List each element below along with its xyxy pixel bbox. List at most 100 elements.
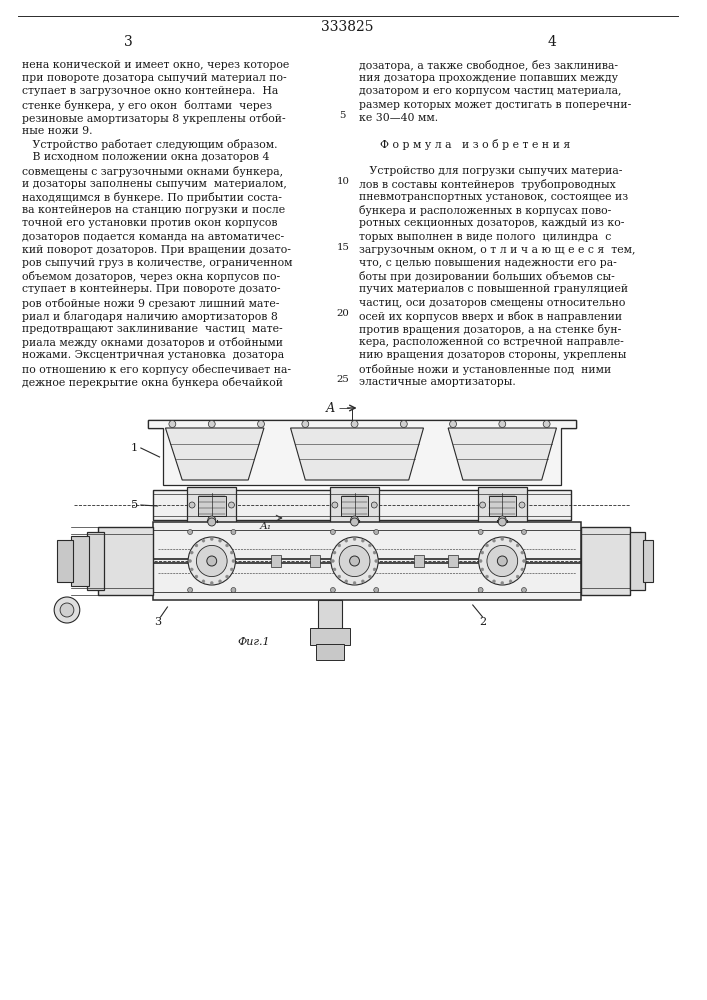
Text: Ф о р м у л а   и з о б р е т е н и я: Ф о р м у л а и з о б р е т е н и я xyxy=(358,139,570,150)
Circle shape xyxy=(330,530,335,534)
Circle shape xyxy=(353,582,356,584)
Text: 2: 2 xyxy=(479,617,486,627)
Text: 3: 3 xyxy=(124,35,132,49)
Circle shape xyxy=(373,551,376,554)
Text: ров отбойные ножи 9 срезают лишний мате-: ров отбойные ножи 9 срезают лишний мате- xyxy=(22,298,279,309)
Circle shape xyxy=(368,544,371,547)
Polygon shape xyxy=(448,428,556,480)
Text: ров сыпучий груз в количестве, ограниченном: ров сыпучий груз в количестве, ограничен… xyxy=(22,258,292,268)
Text: дозатором и его корпусом частиц материала,: дозатором и его корпусом частиц материал… xyxy=(358,86,621,96)
Circle shape xyxy=(169,420,176,428)
Text: риала между окнами дозаторов и отбойными: риала между окнами дозаторов и отбойными xyxy=(22,337,283,348)
Text: дежное перекрытие окна бункера обечайкой: дежное перекрытие окна бункера обечайкой xyxy=(22,377,283,388)
Circle shape xyxy=(521,551,524,554)
Circle shape xyxy=(519,502,525,508)
Text: Фиг.1: Фиг.1 xyxy=(238,637,270,647)
Bar xyxy=(98,527,153,595)
Circle shape xyxy=(339,545,370,577)
Circle shape xyxy=(478,530,483,534)
Circle shape xyxy=(493,580,496,583)
Circle shape xyxy=(368,575,371,578)
Text: кий поворот дозаторов. При вращении дозато-: кий поворот дозаторов. При вращении доза… xyxy=(22,245,291,255)
Bar xyxy=(198,496,226,516)
Text: Устройство для погрузки сыпучих материа-: Устройство для погрузки сыпучих материа- xyxy=(358,166,622,176)
Circle shape xyxy=(487,545,518,577)
Bar xyxy=(153,522,581,600)
Text: точной его установки против окон корпусов: точной его установки против окон корпусо… xyxy=(22,218,277,228)
Circle shape xyxy=(208,518,216,526)
Circle shape xyxy=(481,551,484,554)
Circle shape xyxy=(374,530,379,534)
Circle shape xyxy=(516,544,519,547)
Circle shape xyxy=(351,516,358,524)
Bar xyxy=(318,600,341,630)
Circle shape xyxy=(486,544,489,547)
Circle shape xyxy=(479,502,486,508)
Text: 333825: 333825 xyxy=(322,20,374,34)
Circle shape xyxy=(302,420,309,428)
Circle shape xyxy=(509,539,512,542)
Circle shape xyxy=(226,544,228,547)
Circle shape xyxy=(400,420,407,428)
Circle shape xyxy=(190,551,193,554)
Circle shape xyxy=(361,539,364,542)
Text: В исходном положении окна дозаторов 4: В исходном положении окна дозаторов 4 xyxy=(22,152,269,162)
Text: ротных секционных дозаторов, каждый из ко-: ротных секционных дозаторов, каждый из к… xyxy=(358,218,624,228)
Text: при повороте дозатора сыпучий материал по-: при повороте дозатора сыпучий материал п… xyxy=(22,73,286,83)
Circle shape xyxy=(345,539,348,542)
Text: кера, расположенной со встречной направле-: кера, расположенной со встречной направл… xyxy=(358,337,624,347)
Circle shape xyxy=(450,420,457,428)
Text: отбойные ножи и установленные под  ними: отбойные ножи и установленные под ними xyxy=(358,364,611,375)
Bar xyxy=(581,527,631,595)
Circle shape xyxy=(499,420,506,428)
Circle shape xyxy=(338,544,341,547)
Bar xyxy=(448,555,458,567)
Bar xyxy=(310,555,320,567)
Bar xyxy=(414,555,423,567)
Text: загрузочным окном, о т л и ч а ю щ е е с я  тем,: загрузочным окном, о т л и ч а ю щ е е с… xyxy=(358,245,635,255)
Circle shape xyxy=(230,551,233,554)
Text: 10: 10 xyxy=(337,177,349,186)
Text: пневмотранспортных установок, состоящее из: пневмотранспортных установок, состоящее … xyxy=(358,192,628,202)
Text: ножами. Эксцентричная установка  дозатора: ножами. Эксцентричная установка дозатора xyxy=(22,350,284,360)
Text: лов в составы контейнеров  трубопроводных: лов в составы контейнеров трубопроводных xyxy=(358,179,615,190)
Circle shape xyxy=(230,568,233,571)
Circle shape xyxy=(493,539,496,542)
Text: 5: 5 xyxy=(339,111,346,120)
Circle shape xyxy=(195,575,198,578)
Circle shape xyxy=(501,538,504,540)
Bar xyxy=(631,532,645,590)
Bar xyxy=(187,487,236,523)
Circle shape xyxy=(232,560,235,562)
Circle shape xyxy=(522,560,525,562)
Text: ния дозатора прохождение попавших между: ния дозатора прохождение попавших между xyxy=(358,73,617,83)
Circle shape xyxy=(218,539,221,542)
Circle shape xyxy=(210,538,214,540)
Text: 15: 15 xyxy=(337,243,349,252)
Circle shape xyxy=(187,530,192,534)
Text: находящимся в бункере. По прибытии соста-: находящимся в бункере. По прибытии соста… xyxy=(22,192,281,203)
Circle shape xyxy=(498,518,506,526)
Bar xyxy=(489,496,516,516)
Circle shape xyxy=(202,539,205,542)
Circle shape xyxy=(60,603,74,617)
Circle shape xyxy=(333,568,336,571)
Text: ступает в контейнеры. При повороте дозато-: ступает в контейнеры. При повороте дозат… xyxy=(22,284,280,294)
Bar xyxy=(643,540,653,582)
Polygon shape xyxy=(148,420,576,485)
Circle shape xyxy=(478,587,483,592)
Text: нию вращения дозаторов стороны, укреплены: нию вращения дозаторов стороны, укреплен… xyxy=(358,350,626,360)
Circle shape xyxy=(479,537,526,585)
Circle shape xyxy=(522,587,527,592)
Text: нена конической и имеет окно, через которое: нена конической и имеет окно, через кото… xyxy=(22,60,289,70)
Circle shape xyxy=(231,587,236,592)
Text: по отношению к его корпусу обеспечивает на-: по отношению к его корпусу обеспечивает … xyxy=(22,364,291,375)
Circle shape xyxy=(218,580,221,583)
Text: объемом дозаторов, через окна корпусов по-: объемом дозаторов, через окна корпусов п… xyxy=(22,271,280,282)
Bar xyxy=(330,487,379,523)
Text: дозатора, а также свободное, без заклинива-: дозатора, а также свободное, без заклини… xyxy=(358,60,617,71)
Circle shape xyxy=(189,560,192,562)
Text: —: — xyxy=(339,403,350,413)
Bar xyxy=(310,628,350,645)
Bar xyxy=(87,532,105,590)
